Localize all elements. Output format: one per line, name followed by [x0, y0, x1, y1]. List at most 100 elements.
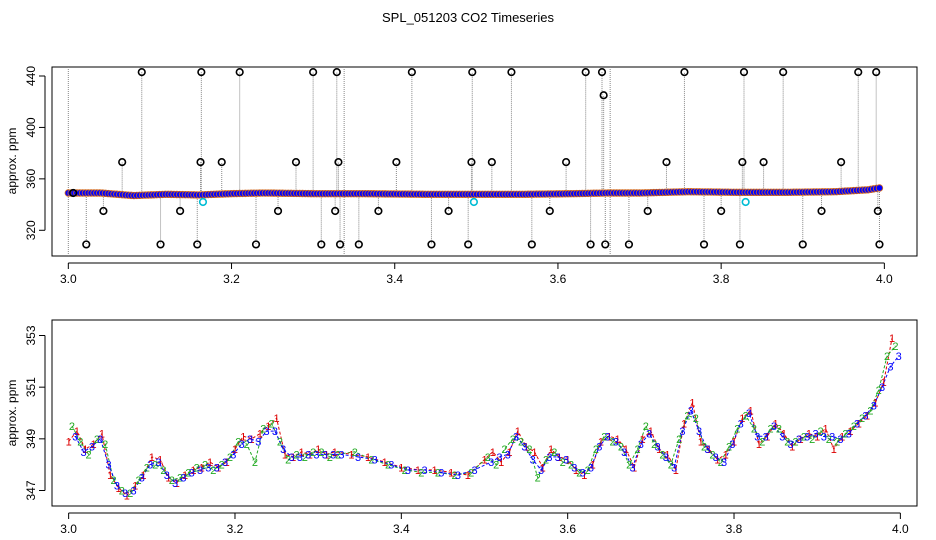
- top-y-tick-label: 440: [24, 66, 38, 86]
- series-3-point: 3: [338, 449, 344, 461]
- outlier-point: [137, 68, 146, 77]
- series-1-point: 1: [748, 405, 754, 417]
- series-2-point: 2: [335, 449, 341, 461]
- outlier-point: [427, 240, 436, 249]
- series-1-point: 1: [190, 465, 196, 477]
- flagged-point: [469, 197, 478, 207]
- outlier-point: [735, 240, 745, 249]
- series-1-point: 1: [448, 467, 454, 479]
- series-3-point: 3: [372, 455, 378, 467]
- series-2-point: 2: [734, 424, 740, 436]
- series-2-point: 2: [177, 473, 183, 485]
- series-3-point: 3: [738, 418, 744, 430]
- outlier-point: [872, 68, 881, 77]
- series-3-point: 3: [222, 457, 228, 469]
- series-1-point: 1: [540, 462, 546, 474]
- outlier-point: [597, 68, 607, 77]
- outlier-point: [817, 206, 826, 216]
- series-1-point: 1: [107, 470, 113, 482]
- series-1-point: 1: [498, 457, 504, 469]
- series-2-point: 2: [485, 452, 491, 464]
- series-1-point: 1: [689, 398, 695, 410]
- series-1-point: 1: [847, 426, 853, 438]
- bottom-y-axis-label: approx. ppm: [5, 380, 19, 447]
- series-1-point: 1: [282, 449, 288, 461]
- top-y-axis-label: approx. ppm: [5, 128, 19, 195]
- series-1-point: 1: [764, 431, 770, 443]
- series-2-point: 2: [543, 455, 549, 467]
- bottom-x-tick-label: 3.6: [559, 522, 576, 536]
- series-3-point: 3: [638, 439, 644, 451]
- series-2-point: 2: [518, 436, 524, 448]
- series-1-point: 1: [756, 439, 762, 451]
- series-2-point: 2: [260, 424, 266, 436]
- series-1-point: 1: [706, 444, 712, 456]
- series-2-point: 2: [501, 444, 507, 456]
- top-x-tick-label: 3.6: [550, 272, 567, 286]
- series-1-point: 1: [556, 452, 562, 464]
- series-3-point: 3: [679, 426, 685, 438]
- series-2-point: 2: [435, 467, 441, 479]
- series-2-point: 2: [817, 426, 823, 438]
- series-3-point: 3: [305, 449, 311, 461]
- series-1-point: 1: [398, 462, 404, 474]
- top-y-tick-label: 360: [24, 169, 38, 189]
- outlier-point: [738, 158, 747, 167]
- series-3-point: 3: [812, 429, 818, 441]
- series-2-point: 2: [851, 421, 857, 433]
- outlier-point: [196, 158, 205, 167]
- series-3-point: 3: [804, 431, 810, 443]
- series-1-point: 1: [481, 455, 487, 467]
- series-2-point: 2: [834, 436, 840, 448]
- series-3-point: 3: [205, 462, 211, 474]
- series-2-point: 2: [510, 434, 516, 446]
- series-1-point: 1: [615, 434, 621, 446]
- series-3-point: 3: [530, 455, 536, 467]
- series-2-line: [71, 345, 896, 494]
- outlier-point: [392, 158, 401, 167]
- series-3-point: 3: [330, 449, 336, 461]
- series-1-point: 1: [831, 444, 837, 456]
- series-3-point: 3: [105, 460, 111, 472]
- series-2-point: 2: [634, 444, 640, 456]
- series-2-point: 2: [119, 486, 125, 498]
- series-2-point: 2: [801, 431, 807, 443]
- series-1-point: 1: [714, 455, 720, 467]
- outlier-point: [779, 68, 788, 77]
- top-x-axis: 3.0 3.2 3.4 3.6 3.8 4.0: [60, 262, 893, 286]
- series-2-point: 2: [293, 449, 299, 461]
- series-3-point: 3: [538, 465, 544, 477]
- series-2-point: 2: [69, 421, 75, 433]
- series-2-point: 2: [568, 460, 574, 472]
- series-2-point: 2: [593, 444, 599, 456]
- series-3-point: 3: [214, 462, 220, 474]
- top-y-axis: 320 360 400 440: [24, 66, 46, 240]
- outlier-point: [507, 68, 516, 77]
- series-1-point: 1: [382, 457, 388, 469]
- top-panel: 3.0 3.2 3.4 3.6 3.8 4.0 320 360 400 440 approx. …: [5, 66, 918, 286]
- series-2-point: 2: [651, 439, 657, 451]
- series-2-point: 2: [219, 460, 225, 472]
- series-1-point: 1: [523, 442, 529, 454]
- outlier-point: [467, 158, 476, 167]
- top-plot-frame: [51, 66, 918, 257]
- series-3-point: 3: [671, 462, 677, 474]
- outlier-point: [317, 240, 326, 249]
- series-2-point: 2: [493, 460, 499, 472]
- series-2-point: 2: [560, 457, 566, 469]
- flagged-point: [198, 197, 208, 207]
- series-2-point: 2: [468, 467, 474, 479]
- series-1-point: 1: [332, 447, 338, 459]
- series-2-point: 2: [210, 465, 216, 477]
- series-2-point: 2: [202, 460, 208, 472]
- series-3-point: 3: [230, 449, 236, 461]
- series-3-line: [74, 355, 900, 494]
- series-3-point: 3: [114, 480, 120, 492]
- series-1-point: 1: [881, 377, 887, 389]
- outlier-point: [332, 68, 341, 77]
- outlier-point: [69, 188, 78, 198]
- series-1-point: 1: [232, 444, 238, 456]
- series-1-point: 1: [165, 473, 171, 485]
